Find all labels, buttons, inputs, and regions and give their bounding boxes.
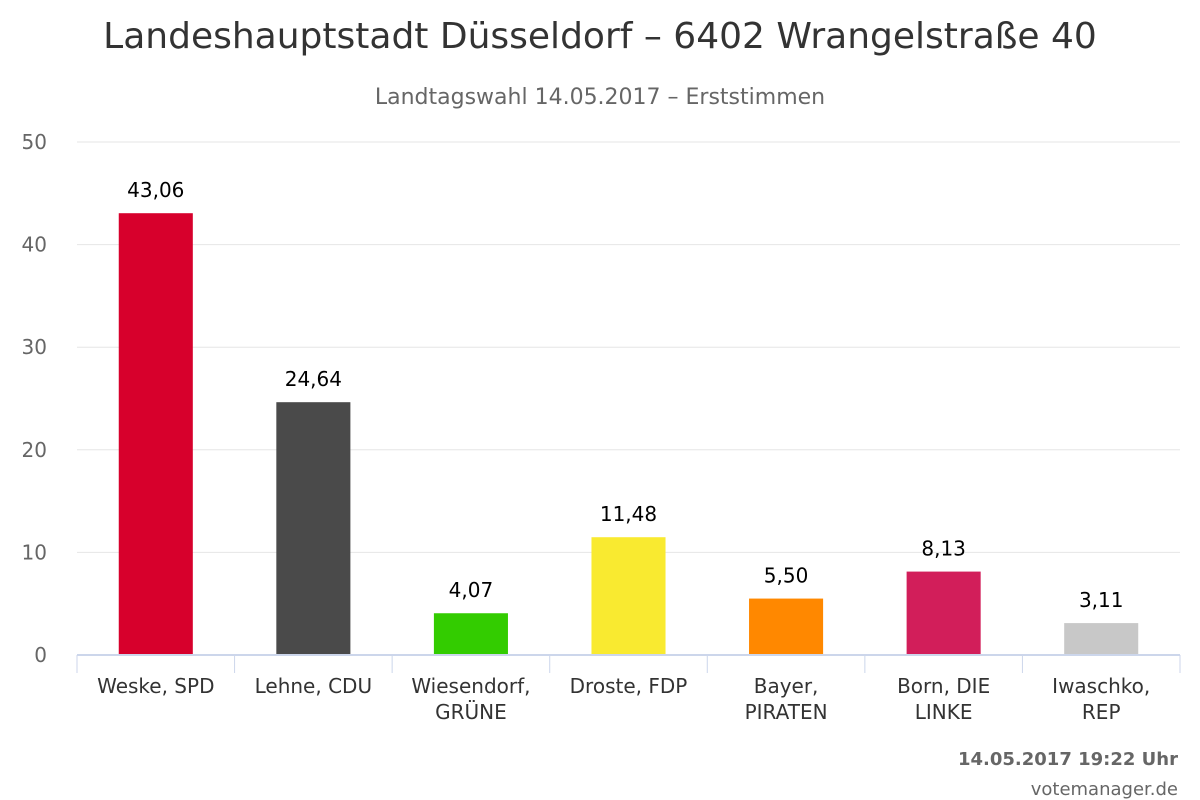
data-label: 4,07 — [449, 578, 494, 602]
y-tick-label: 0 — [34, 643, 47, 667]
bars — [118, 213, 1139, 655]
timestamp: 14.05.2017 19:22 Uhr — [958, 749, 1178, 770]
data-label: 43,06 — [127, 178, 184, 202]
chart-subtitle: Landtagswahl 14.05.2017 – Erststimmen — [375, 85, 825, 110]
x-tick-label-line: Born, DIE — [897, 674, 990, 698]
bar[interactable] — [118, 213, 193, 655]
x-tick-label-line: Bayer, — [754, 674, 819, 698]
gridlines — [77, 141, 1180, 553]
x-tick-label-line: Wiesendorf, — [411, 674, 530, 698]
bar[interactable] — [1064, 623, 1139, 655]
y-tick-label: 10 — [22, 540, 47, 564]
bar[interactable] — [276, 402, 351, 655]
y-axis-ticks: 0 10 20 30 40 50 — [22, 130, 47, 667]
x-tick-label-line: Droste, FDP — [570, 674, 688, 698]
data-label: 24,64 — [285, 367, 342, 391]
x-tick-label: Bayer, PIRATEN — [745, 674, 828, 724]
y-tick-label: 50 — [22, 130, 47, 154]
x-axis-labels: Weske, SPD Lehne, CDU Wiesendorf, GRÜNE Dros… — [97, 674, 1150, 724]
data-label: 5,50 — [764, 564, 809, 588]
y-tick-label: 30 — [22, 335, 47, 359]
x-tick-label-line: Weske, SPD — [97, 674, 214, 698]
bar[interactable] — [749, 598, 824, 655]
x-tick-label: Droste, FDP — [570, 674, 688, 698]
bar[interactable] — [591, 537, 666, 655]
x-tick-label-line: Iwaschko, — [1052, 674, 1150, 698]
y-tick-label: 40 — [22, 233, 47, 257]
y-tick-label: 20 — [22, 438, 47, 462]
x-tick-label-line: PIRATEN — [745, 700, 828, 724]
data-labels: 43,06 24,64 4,07 11,48 5,50 8,13 3,11 — [127, 178, 1123, 612]
data-label: 3,11 — [1079, 588, 1124, 612]
x-tick-label: Weske, SPD — [97, 674, 214, 698]
data-label: 11,48 — [600, 502, 657, 526]
bar[interactable] — [906, 571, 981, 655]
x-tick-label-line: LINKE — [915, 700, 973, 724]
x-tick-label: Born, DIE LINKE — [897, 674, 990, 724]
chart-title: Landeshauptstadt Düsseldorf – 6402 Wrang… — [103, 16, 1097, 57]
x-tick-label-line: Lehne, CDU — [255, 674, 372, 698]
x-tick-label: Iwaschko, REP — [1052, 674, 1150, 724]
x-tick-label-line: GRÜNE — [435, 700, 507, 724]
x-tick-label: Lehne, CDU — [255, 674, 372, 698]
x-tick-label-line: REP — [1082, 700, 1121, 724]
bar[interactable] — [433, 613, 508, 655]
x-axis — [76, 654, 1181, 673]
data-label: 8,13 — [921, 537, 966, 561]
x-tick-label: Wiesendorf, GRÜNE — [411, 674, 530, 724]
credit-link[interactable]: votemanager.de — [1031, 779, 1178, 800]
